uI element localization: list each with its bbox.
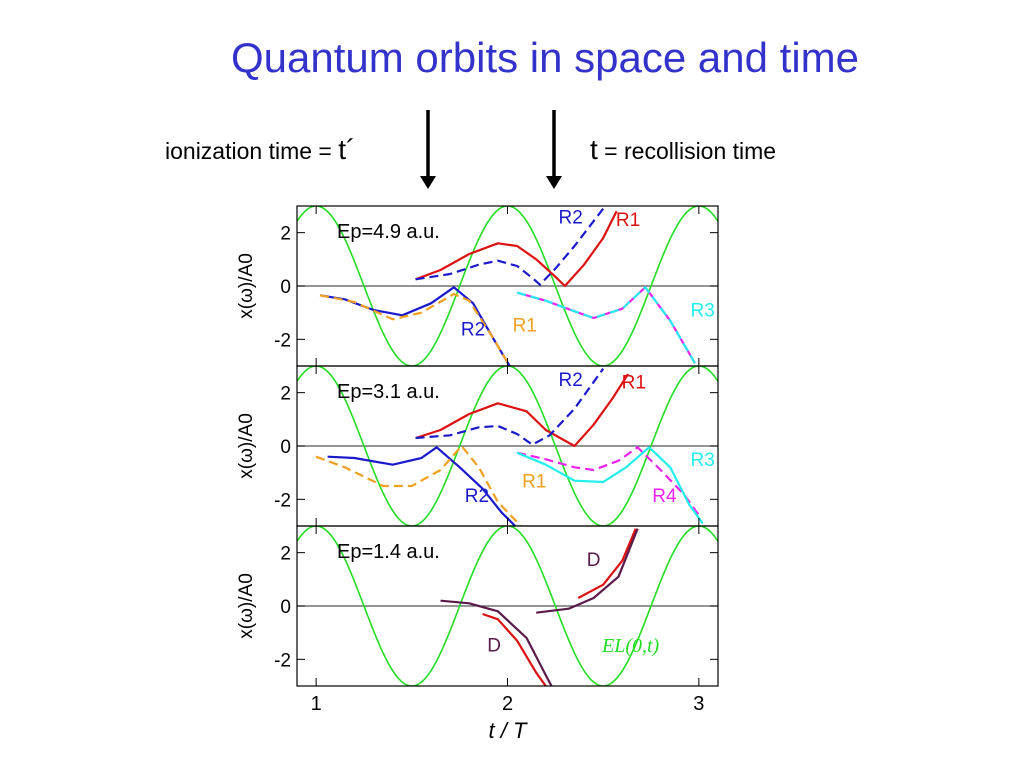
orbit-r1 [415, 210, 618, 288]
y-tick-label: 2 [280, 224, 291, 245]
recollision-symbol: t [590, 134, 598, 165]
orbit-label: R1 [616, 210, 640, 231]
orbit-label: D [587, 550, 601, 571]
orbit-d [440, 599, 553, 686]
field-curve [297, 366, 718, 526]
orbit-r1 [415, 373, 630, 448]
y-axis-label: x(ω)/A0 [236, 413, 257, 479]
orbit-d [577, 528, 637, 599]
y-tick-label: 0 [280, 277, 291, 298]
orbit-r4 [516, 446, 700, 516]
recollision-text: = recollision time [597, 138, 777, 164]
field-curve [297, 206, 718, 366]
chart-panels: R2 R1 R2 R1 R3 Ep=4.9 a.u. 2 0 -2 x(ω)/A0 R2 R1 R2 R1… [236, 205, 719, 743]
recollision-caption: t = recollision time [590, 134, 776, 166]
x-tick-label: 1 [311, 693, 322, 715]
y-tick-label: -2 [274, 650, 291, 671]
energy-label: Ep=3.1 a.u. [337, 381, 440, 403]
y-axis-label: x(ω)/A0 [236, 573, 257, 639]
ionization-arrowhead [420, 176, 436, 189]
energy-label: Ep=4.9 a.u. [337, 221, 440, 243]
field-curve [297, 526, 718, 686]
orbit-label: R2 [461, 319, 485, 340]
y-tick-label: -2 [274, 490, 291, 511]
panel-3: D D Ep=1.4 a.u. 2 0 -2 x(ω)/A0 [236, 525, 719, 687]
ionization-text: ionization time = [165, 138, 339, 164]
orbit-label: R1 [513, 315, 537, 336]
orbit-label: D [487, 635, 501, 656]
orbit-r3 [516, 286, 696, 364]
y-axis-label: x(ω)/A0 [236, 253, 257, 319]
orbit-r1 [315, 444, 522, 526]
orbit-label: R1 [622, 373, 646, 394]
panel-1: R2 R1 R2 R1 R3 Ep=4.9 a.u. 2 0 -2 x(ω)/A0 [236, 205, 719, 367]
slide-title: Quantum orbits in space and time [231, 34, 859, 81]
orbit-r2 [415, 368, 605, 446]
orbit-r2 [327, 446, 516, 526]
y-tick-label: 0 [280, 437, 291, 458]
orbit-label: R4 [652, 486, 677, 507]
orbit-r3 [516, 286, 696, 364]
orbit-r1 [319, 292, 511, 366]
orbit-label: R1 [522, 471, 546, 492]
orbit-label: R3 [691, 301, 715, 322]
x-tick-label: 3 [693, 693, 704, 715]
orbit-d [536, 528, 639, 614]
y-tick-label: 2 [280, 384, 291, 405]
y-tick-label: -2 [274, 330, 291, 351]
x-axis-label: t / T [489, 718, 528, 743]
recollision-arrowhead [546, 176, 562, 189]
x-tick-label: 2 [502, 693, 513, 715]
field-label: EL(0,t) [601, 635, 660, 657]
y-tick-label: 0 [280, 597, 291, 618]
orbit-d [482, 612, 547, 686]
energy-label: Ep=1.4 a.u. [337, 541, 440, 563]
orbit-label: R3 [691, 450, 715, 471]
orbit-label: R2 [465, 486, 489, 507]
ionization-caption: ionization time = t´ [165, 134, 355, 166]
panel-2: R2 R1 R2 R1 R3 R4 Ep=3.1 a.u. 2 0 -2 x(ω)/A0 [236, 365, 719, 527]
orbit-label: R2 [559, 370, 583, 391]
y-tick-label: 2 [280, 544, 291, 565]
orbit-r3 [516, 446, 704, 524]
orbit-r2 [415, 208, 605, 286]
ionization-symbol: t´ [338, 134, 356, 165]
orbit-label: R2 [559, 207, 583, 228]
